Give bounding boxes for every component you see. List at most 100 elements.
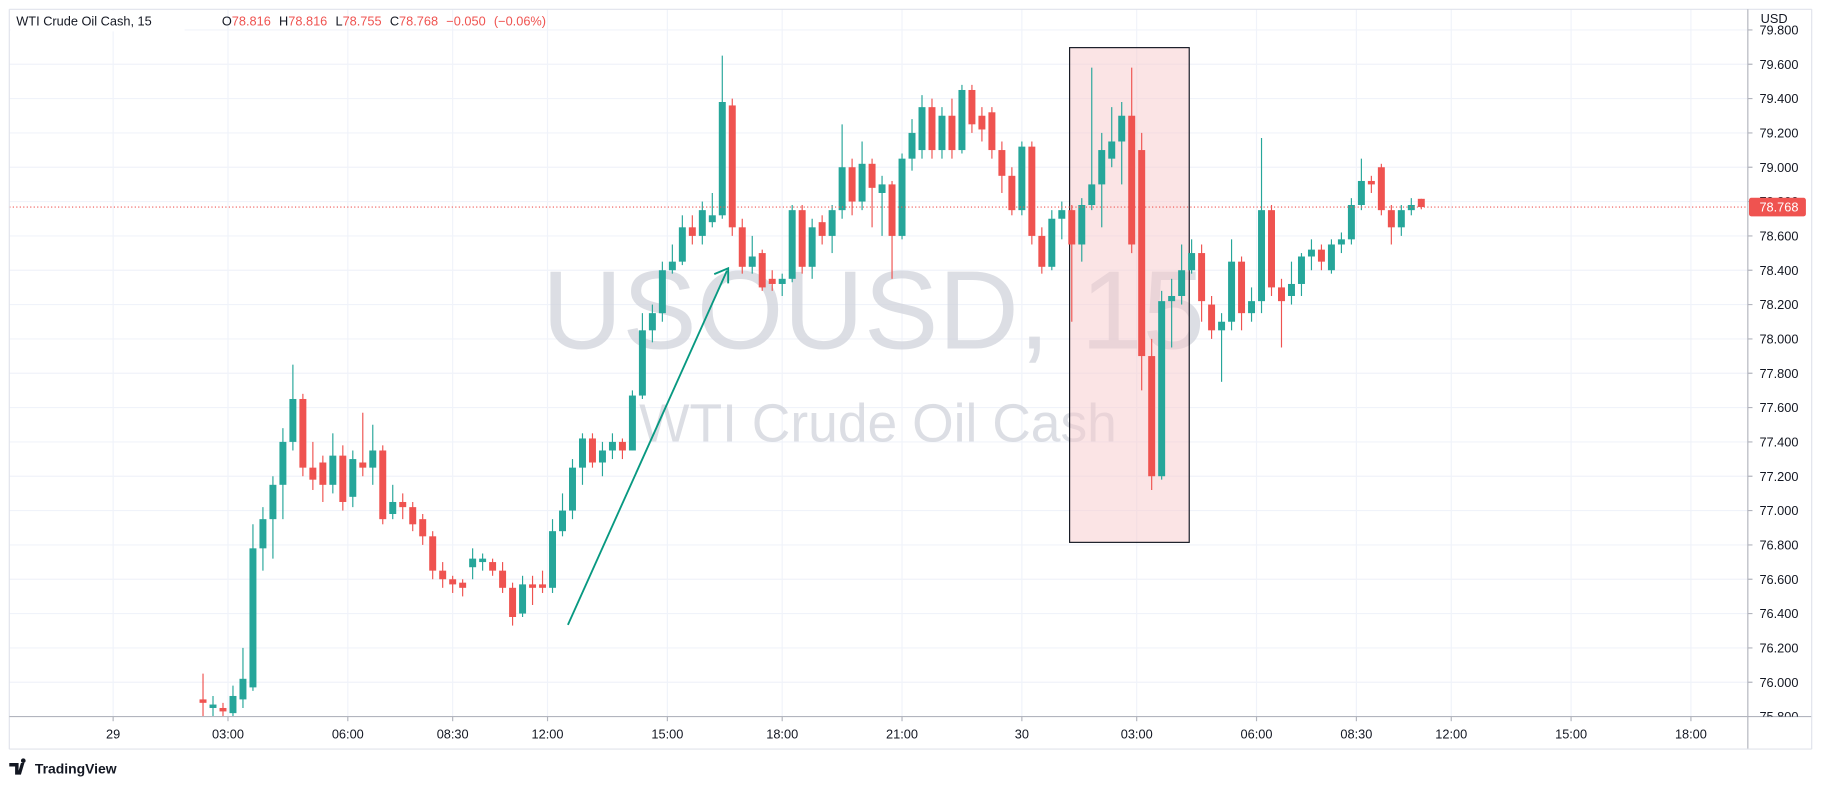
candle-body [529,584,537,588]
x-tick-label: 12:00 [1435,727,1467,742]
y-tick-label: 78.000 [1759,332,1798,347]
candle-body [1188,253,1196,271]
candle-body [878,184,886,193]
y-tick-label: 76.000 [1759,675,1798,690]
candle-body [758,253,766,288]
legend-value: 78.755 [343,14,382,29]
candle-body [1367,180,1375,185]
tradingview-logo: TradingView [9,758,117,776]
candle-body [499,570,507,588]
candle-body [549,531,557,588]
candle-body [1198,253,1206,302]
legend-value: 78.816 [288,14,327,29]
candle-body [369,450,377,468]
candle-body [658,270,666,314]
candle-body [509,587,517,617]
candle-body [588,438,596,463]
candle-body [259,519,267,549]
candle-body [1238,261,1246,314]
y-tick-label: 76.400 [1759,606,1798,621]
candle-body [479,558,487,563]
candle-body [768,278,776,284]
candle-body [988,112,996,151]
symbol-title: WTI Crude Oil Cash, 15 [16,14,152,29]
candle-body [1048,218,1056,267]
candle-body [1287,283,1295,296]
candle-body [798,210,806,267]
candle-body [199,699,207,703]
candle-body [788,210,796,279]
candle-body [1228,261,1236,322]
y-tick-label: 79.800 [1759,23,1798,38]
candle-body [868,163,876,188]
header-bg [10,10,185,32]
legend-change-pct: (−0.06%) [494,14,546,29]
candle-body [728,105,736,228]
y-tick-label: 79.200 [1759,126,1798,141]
candle-body [419,519,427,537]
candle-body [379,450,387,520]
arrow-head [713,266,730,284]
candle-body [209,704,217,708]
candle-body [698,210,706,236]
currency-label: USD [1761,11,1788,26]
candle-body [1317,249,1325,262]
candle-body [469,558,477,568]
candle-body [1297,256,1305,284]
y-tick-label: 77.600 [1759,400,1798,415]
y-tick-label: 76.800 [1759,538,1798,553]
candle-body [1278,287,1285,302]
candle-body [928,107,936,151]
candle-body [429,536,437,571]
last-price-box [1748,197,1806,217]
candle-body [1327,244,1335,271]
x-tick-label: 15:00 [1555,727,1587,742]
candle-body [249,548,257,688]
candle-body [818,222,826,236]
candle-body [319,462,327,485]
x-tick-label: 30 [1015,727,1029,742]
legend-value: 78.768 [399,14,438,29]
legend-key: O [222,14,232,29]
candle-body [459,582,467,588]
legend-value: 78.816 [232,14,271,29]
candle-body [1058,210,1066,219]
candle-body [329,455,337,485]
candle-body [299,398,307,468]
x-tick-label: 15:00 [651,727,683,742]
candle-body [778,278,786,284]
y-tick-label: 77.400 [1759,435,1798,450]
candle-body [1417,198,1425,208]
legend-key: C [390,14,399,29]
y-tick-label: 78.200 [1759,297,1798,312]
candle-body [898,158,906,236]
candle-body [539,584,547,588]
candle-body [638,330,646,396]
candle-body [489,562,497,571]
candle-body [888,184,896,236]
candle-body [1078,205,1086,245]
candle-body [748,256,756,267]
candle-body [399,501,407,508]
x-tick-label: 06:00 [1241,727,1273,742]
candle-body [968,89,976,125]
candle-body [1377,167,1385,211]
candle-body [449,579,457,585]
candle-body [339,455,347,502]
candle-body [838,167,846,211]
candle-body [688,227,696,236]
y-tick-label: 76.600 [1759,572,1798,587]
candle-body [948,115,956,151]
candle-body [1407,205,1415,211]
candle-body [1218,321,1226,331]
candle-body [1108,141,1116,159]
candle-body [908,132,916,159]
candle-body [978,115,986,130]
candle-body [628,395,636,451]
candle-body [668,261,676,271]
x-tick-label: 08:30 [1340,727,1372,742]
x-tick-label: 06:00 [332,727,364,742]
candle-body [309,467,317,480]
y-tick-label: 79.000 [1759,160,1798,175]
